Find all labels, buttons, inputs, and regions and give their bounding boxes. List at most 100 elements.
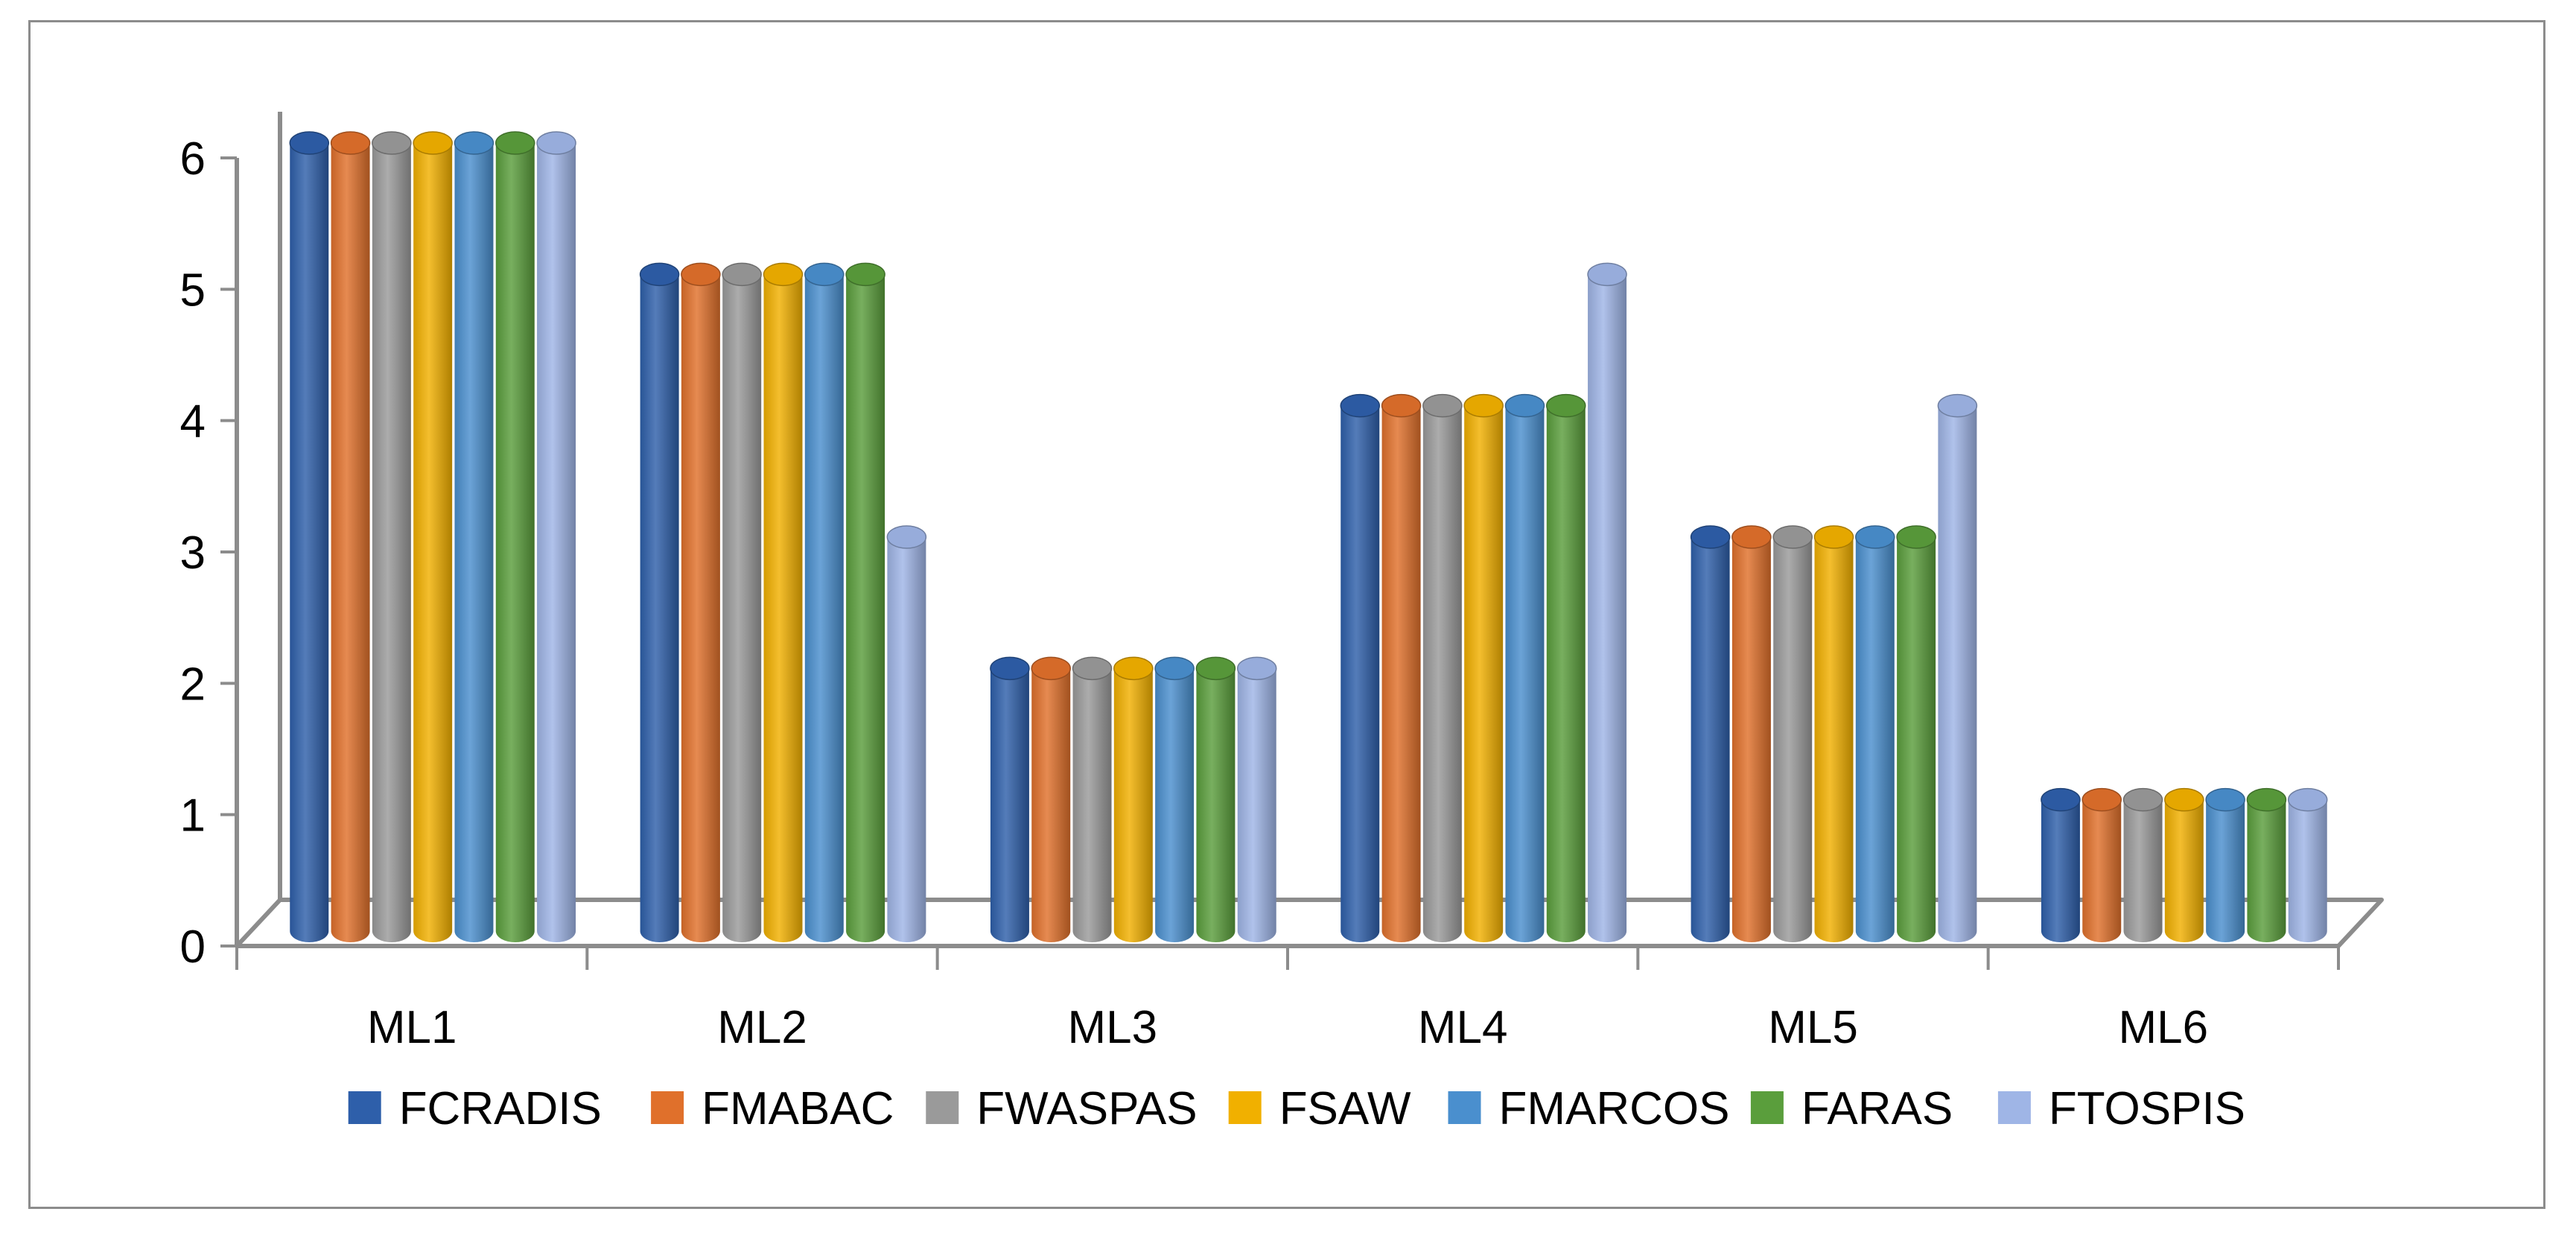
bars (289, 131, 2328, 942)
bar-body (1464, 405, 1504, 942)
bar-cap (681, 262, 721, 287)
bar-ML1-FTOSPIS (536, 131, 576, 942)
bar-ML1-FARAS (495, 131, 535, 942)
bar-ML3-FMABAC (1031, 656, 1071, 942)
bar-cap (1154, 656, 1195, 681)
bar-body (2247, 799, 2286, 942)
bar-ML5-FCRADIS (1690, 525, 1731, 942)
bar-body (2123, 799, 2163, 942)
bar-ML5-FMABAC (1731, 525, 1772, 942)
y-tick-label: 2 (180, 658, 206, 710)
legend-item-FMABAC: FMABAC (651, 1083, 894, 1134)
bar-ML1-FWASPAS (372, 131, 412, 942)
bar-body (1814, 537, 1854, 942)
bar-cap (1422, 393, 1463, 418)
y-tick-label: 5 (180, 264, 206, 316)
x-tick-label: ML3 (1068, 1002, 1158, 1053)
bar-body (1155, 668, 1195, 942)
bar-ML2-FTOSPIS (886, 525, 927, 942)
bar-body (1938, 405, 1977, 942)
bar-ML2-FSAW (763, 262, 804, 942)
bar-cap (372, 131, 412, 155)
bar-cap (2082, 787, 2122, 812)
bar-cap (1731, 525, 1772, 549)
legend-swatch (651, 1091, 684, 1124)
legend-label: FWASPAS (976, 1083, 1197, 1134)
bar-ML4-FSAW (1463, 393, 1504, 942)
bar-cap (495, 131, 535, 155)
bar-cap (2041, 787, 2081, 812)
legend-swatch (926, 1091, 959, 1124)
x-tick-label: ML2 (717, 1002, 807, 1053)
legend-label: FSAW (1279, 1083, 1411, 1134)
bar-body (537, 143, 576, 942)
bar-ML5-FMARCOS (1855, 525, 1895, 942)
bar-ML3-FCRADIS (990, 656, 1030, 942)
legend-label: FCRADIS (399, 1083, 602, 1134)
bar-body (1237, 668, 1276, 942)
bar-body (2041, 799, 2080, 942)
bar-ML2-FMARCOS (804, 262, 845, 942)
bar-cap (1236, 656, 1277, 681)
bar-ML6-FSAW (2164, 787, 2204, 942)
bar-ML6-FCRADIS (2041, 787, 2081, 942)
bar-body (990, 668, 1029, 942)
bar-cap (1340, 393, 1381, 418)
bar-body (1855, 537, 1895, 942)
bar-body (1422, 405, 1462, 942)
bar-cap (1813, 525, 1854, 549)
legend-swatch (1750, 1091, 1784, 1124)
bar-ML5-FARAS (1896, 525, 1936, 942)
bar-cap (1896, 525, 1936, 549)
bar-body (640, 274, 679, 942)
bar-ML3-FMARCOS (1154, 656, 1195, 942)
bar-cap (845, 262, 885, 287)
bar-cap (1504, 393, 1545, 418)
bar-ML6-FMABAC (2082, 787, 2122, 942)
bar-body (1113, 668, 1153, 942)
bar-body (887, 537, 926, 942)
bar-cap (1546, 393, 1586, 418)
bar-body (804, 274, 844, 942)
bar-cap (1855, 525, 1895, 549)
bar-cap (1937, 393, 1978, 418)
x-tick-label: ML1 (367, 1002, 457, 1053)
bar-cap (1195, 656, 1236, 681)
bar-cap (763, 262, 804, 287)
bar-cap (1113, 656, 1154, 681)
legend-item-FARAS: FARAS (1750, 1083, 1953, 1134)
bar-cap (2287, 787, 2328, 812)
legend-item-FCRADIS: FCRADIS (348, 1083, 602, 1134)
bar-body (2164, 799, 2204, 942)
bar-ML4-FMARCOS (1504, 393, 1545, 942)
bar-body (331, 143, 370, 942)
bar-body (1072, 668, 1112, 942)
bar-ML1-FMARCOS (454, 131, 494, 942)
bar-ML2-FCRADIS (639, 262, 680, 942)
x-tick-label: ML4 (1418, 1002, 1508, 1053)
bar-cap (2164, 787, 2204, 812)
bar-ML2-FMABAC (681, 262, 721, 942)
bar-cap (1690, 525, 1731, 549)
bar-ML6-FMARCOS (2205, 787, 2245, 942)
bar-cap (1072, 656, 1113, 681)
bar-cap (1772, 525, 1813, 549)
legend-item-FSAW: FSAW (1228, 1083, 1411, 1134)
bar-cap (289, 131, 330, 155)
bar-cap (413, 131, 453, 155)
bar-ML5-FSAW (1813, 525, 1854, 942)
bar-cap (2122, 787, 2163, 812)
bar-ML3-FTOSPIS (1236, 656, 1277, 942)
y-tick-label: 6 (180, 133, 206, 185)
legend-swatch (1997, 1091, 2031, 1124)
legend-label: FTOSPIS (2049, 1083, 2245, 1134)
bar-ML3-FWASPAS (1072, 656, 1113, 942)
bar-ML1-FSAW (413, 131, 453, 942)
legend-label: FMARCOS (1499, 1083, 1730, 1134)
bar-cap (330, 131, 371, 155)
y-axis-ticks: 0 1 2 3 4 5 6 (180, 133, 237, 973)
x-tick-label: ML5 (1768, 1002, 1858, 1053)
bar-body (413, 143, 453, 942)
bar-body (454, 143, 494, 942)
bar-body (372, 143, 411, 942)
